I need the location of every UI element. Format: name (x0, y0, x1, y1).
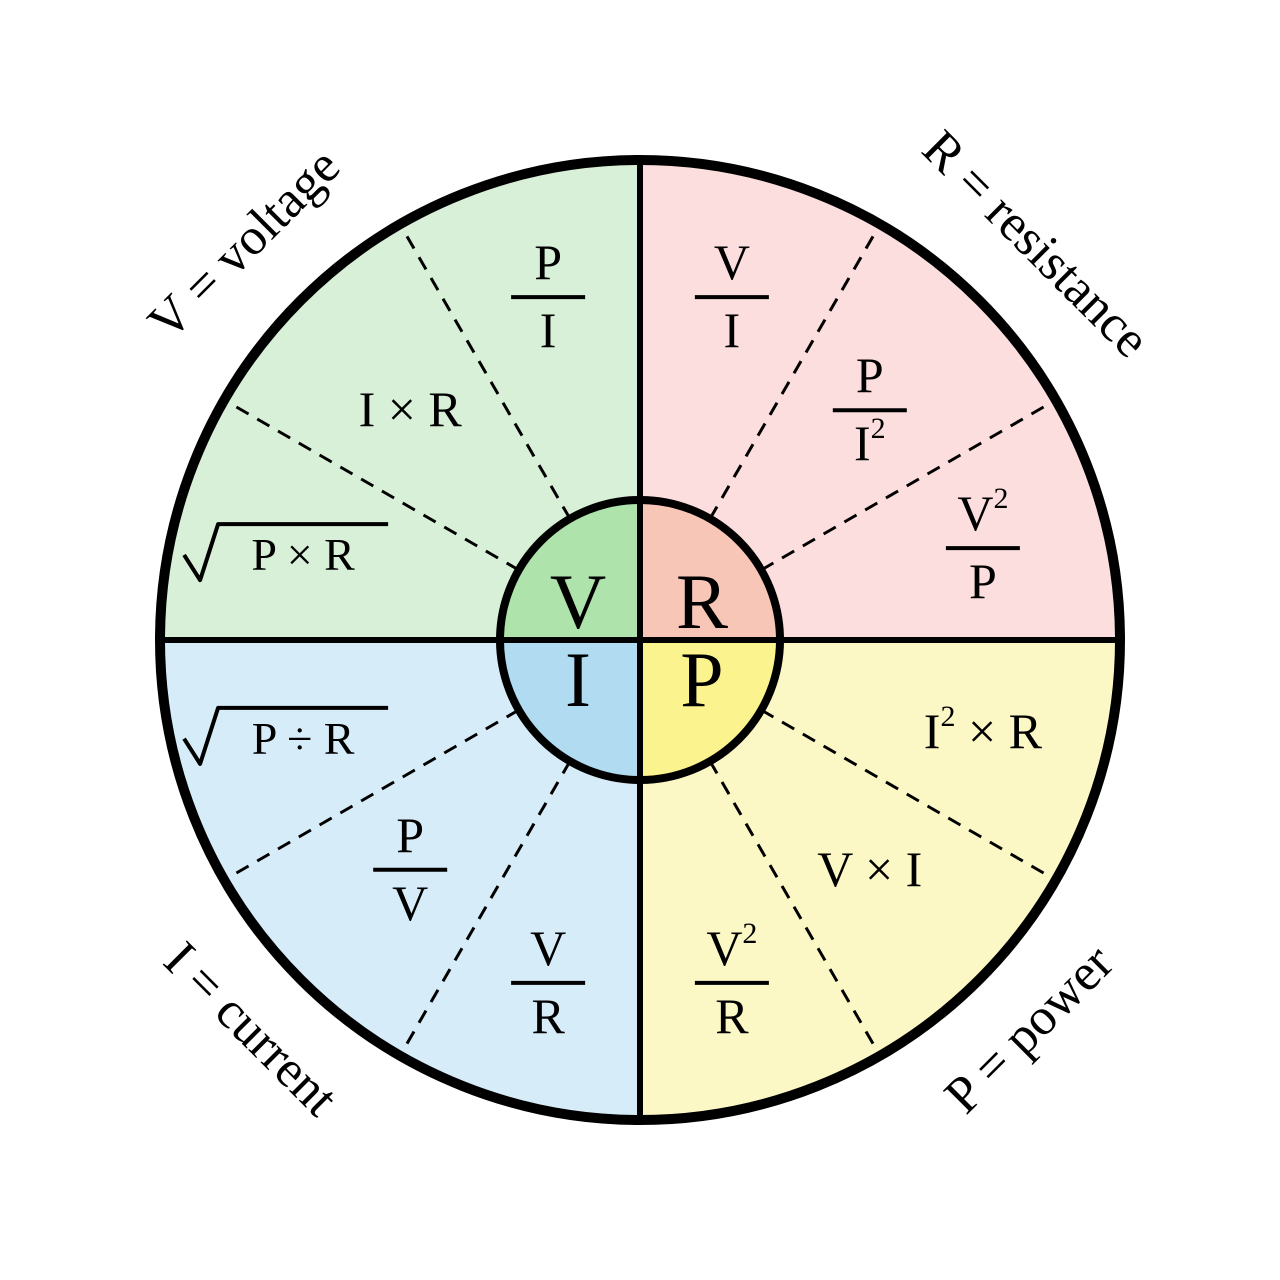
svg-text:P ÷ R: P ÷ R (252, 713, 355, 764)
center-letter-I: I (565, 636, 591, 723)
center-letter-R: R (676, 558, 728, 645)
svg-text:I: I (540, 302, 557, 358)
svg-text:V × I: V × I (817, 841, 922, 897)
svg-text:P: P (969, 553, 997, 609)
svg-text:P: P (396, 807, 424, 863)
svg-text:P × R: P × R (251, 529, 355, 580)
svg-text:V: V (392, 875, 428, 931)
formula: V × I (817, 841, 922, 897)
center-letter-P: P (680, 636, 723, 723)
svg-text:R: R (531, 988, 565, 1044)
svg-text:I × R: I × R (359, 381, 463, 437)
svg-text:I: I (724, 302, 741, 358)
svg-text:P: P (534, 234, 562, 290)
ohms-law-wheel: VRPIV = voltageR = resistanceP = powerI … (0, 0, 1280, 1280)
formula: I × R (359, 381, 463, 437)
svg-text:P: P (856, 347, 884, 403)
svg-text:V: V (530, 920, 566, 976)
svg-text:V: V (714, 234, 750, 290)
svg-text:R: R (715, 988, 749, 1044)
center-letter-V: V (550, 558, 606, 645)
